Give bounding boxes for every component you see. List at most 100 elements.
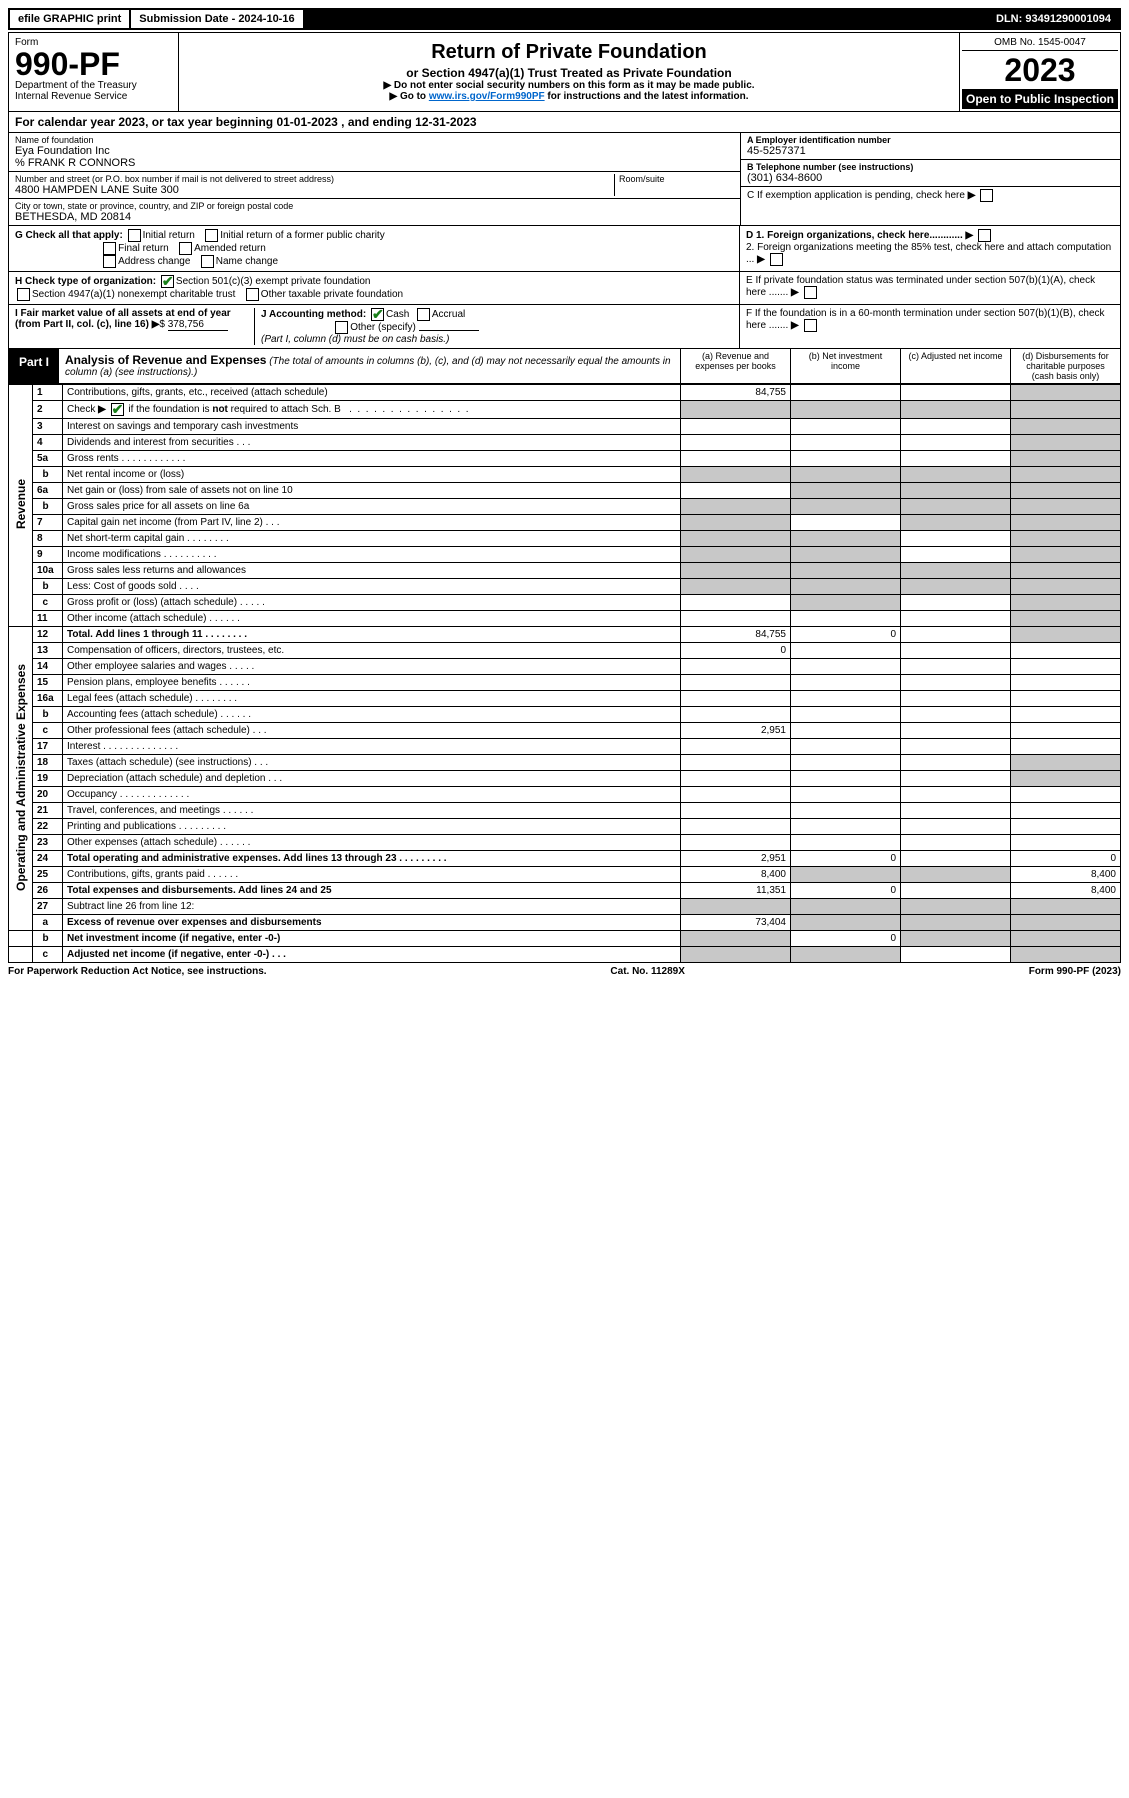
j-cash: Cash [386,310,409,321]
g-opt-3: Amended return [194,244,266,255]
efile-button[interactable]: efile GRAPHIC print [10,10,129,28]
form-link[interactable]: www.irs.gov/Form990PF [429,91,545,102]
e-checkbox[interactable] [804,286,817,299]
table-row: cOther professional fees (attach schedul… [9,723,1121,739]
form-header: Form 990-PF Department of the Treasury I… [8,32,1121,112]
dln-label: DLN: 93491290001094 [988,10,1119,28]
h-label: H Check type of organization: [15,277,156,288]
part1-header: Part I Analysis of Revenue and Expenses … [8,349,1121,384]
h-opt-2: Section 4947(a)(1) nonexempt charitable … [32,290,235,301]
table-row: 11Other income (attach schedule) . . . .… [9,611,1121,627]
submission-date: Submission Date - 2024-10-16 [131,10,302,28]
c-checkbox[interactable] [980,189,993,202]
g-d-row: G Check all that apply: Initial return I… [8,226,1121,272]
col-a-header: (a) Revenue and expenses per books [680,349,790,383]
table-row: 20Occupancy . . . . . . . . . . . . . [9,787,1121,803]
form-number: 990-PF [15,48,172,80]
table-row: 21Travel, conferences, and meetings . . … [9,803,1121,819]
phone-label: B Telephone number (see instructions) [747,162,913,172]
g-name-checkbox[interactable] [201,255,214,268]
page-footer: For Paperwork Reduction Act Notice, see … [8,963,1121,980]
table-row: 15Pension plans, employee benefits . . .… [9,675,1121,691]
table-row: bNet investment income (if negative, ent… [9,931,1121,947]
h-opt-1: Section 501(c)(3) exempt private foundat… [176,277,371,288]
table-row: 17Interest . . . . . . . . . . . . . . [9,739,1121,755]
d1-checkbox[interactable] [978,229,991,242]
table-row: 23Other expenses (attach schedule) . . .… [9,835,1121,851]
g-initial-checkbox[interactable] [128,229,141,242]
info-grid: Name of foundation Eya Foundation Inc % … [8,133,1121,226]
g-opt-5: Name change [216,257,278,268]
col-d-header: (d) Disbursements for charitable purpose… [1010,349,1120,383]
table-row: aExcess of revenue over expenses and dis… [9,915,1121,931]
footer-right: Form 990-PF (2023) [1029,966,1121,977]
c-label: C If exemption application is pending, c… [747,191,965,202]
dept-label: Department of the Treasury [15,80,172,91]
g-label: G Check all that apply: [15,231,123,242]
footer-center: Cat. No. 11289X [610,966,684,977]
col-b-header: (b) Net investment income [790,349,900,383]
table-row: 3Interest on savings and temporary cash … [9,419,1121,435]
form-title: Return of Private Foundation [185,41,953,64]
j-label: J Accounting method: [261,310,366,321]
ein-label: A Employer identification number [747,135,891,145]
h-other-checkbox[interactable] [246,288,259,301]
h-e-row: H Check type of organization: Section 50… [8,272,1121,305]
j-accrual: Accrual [432,310,465,321]
d2-label: 2. Foreign organizations meeting the 85%… [746,242,1111,265]
g-opt-2: Final return [118,244,169,255]
expenses-label: Operating and Administrative Expenses [14,664,28,891]
table-row: bNet rental income or (loss) [9,467,1121,483]
j-accrual-checkbox[interactable] [417,308,430,321]
table-row: 7Capital gain net income (from Part IV, … [9,515,1121,531]
g-opt-0: Initial return [143,231,195,242]
irs-label: Internal Revenue Service [15,91,172,102]
table-row: 10aGross sales less returns and allowanc… [9,563,1121,579]
g-opt-4: Address change [118,257,190,268]
table-row: 4Dividends and interest from securities … [9,435,1121,451]
street-label: Number and street (or P.O. box number if… [15,174,614,184]
g-opt-1: Initial return of a former public charit… [220,231,385,242]
tax-year: 2023 [962,51,1118,89]
table-row: Revenue 1Contributions, gifts, grants, e… [9,385,1121,401]
table-row: 22Printing and publications . . . . . . … [9,819,1121,835]
name-label: Name of foundation [15,135,734,145]
j-note: (Part I, column (d) must be on cash basi… [261,334,449,345]
col-c-header: (c) Adjusted net income [900,349,1010,383]
j-other: Other (specify) [350,323,416,334]
foundation-name: Eya Foundation Inc [15,145,734,157]
revenue-label: Revenue [14,479,28,529]
j-other-checkbox[interactable] [335,321,348,334]
instr-2: ▶ Go to www.irs.gov/Form990PF for instru… [185,91,953,102]
open-to-public: Open to Public Inspection [962,89,1118,109]
g-amended-checkbox[interactable] [179,242,192,255]
table-row: 19Depreciation (attach schedule) and dep… [9,771,1121,787]
h-501c3-checkbox[interactable] [161,275,174,288]
d2-checkbox[interactable] [770,253,783,266]
part1-title: Analysis of Revenue and Expenses [65,353,266,367]
g-address-checkbox[interactable] [103,255,116,268]
h-4947-checkbox[interactable] [17,288,30,301]
calendar-year: For calendar year 2023, or tax year begi… [8,112,1121,133]
table-row: 13Compensation of officers, directors, t… [9,643,1121,659]
omb-number: OMB No. 1545-0047 [962,35,1118,51]
h-opt-3: Other taxable private foundation [261,290,403,301]
i-j-f-row: I Fair market value of all assets at end… [8,305,1121,349]
table-row: 6aNet gain or (loss) from sale of assets… [9,483,1121,499]
part1-label: Part I [9,349,59,383]
instr-1: ▶ Do not enter social security numbers o… [185,80,953,91]
f-checkbox[interactable] [804,319,817,332]
g-initial-public-checkbox[interactable] [205,229,218,242]
table-row: 24Total operating and administrative exp… [9,851,1121,867]
f-label: F If the foundation is in a 60-month ter… [746,308,1105,331]
table-row: 14Other employee salaries and wages . . … [9,659,1121,675]
table-row: 26Total expenses and disbursements. Add … [9,883,1121,899]
table-row: cGross profit or (loss) (attach schedule… [9,595,1121,611]
footer-left: For Paperwork Reduction Act Notice, see … [8,966,267,977]
form-subtitle: or Section 4947(a)(1) Trust Treated as P… [185,66,953,80]
j-cash-checkbox[interactable] [371,308,384,321]
ein-value: 45-5257371 [747,145,1114,157]
g-final-checkbox[interactable] [103,242,116,255]
i-value: 378,756 [168,319,228,331]
schb-checkbox[interactable] [111,403,124,416]
